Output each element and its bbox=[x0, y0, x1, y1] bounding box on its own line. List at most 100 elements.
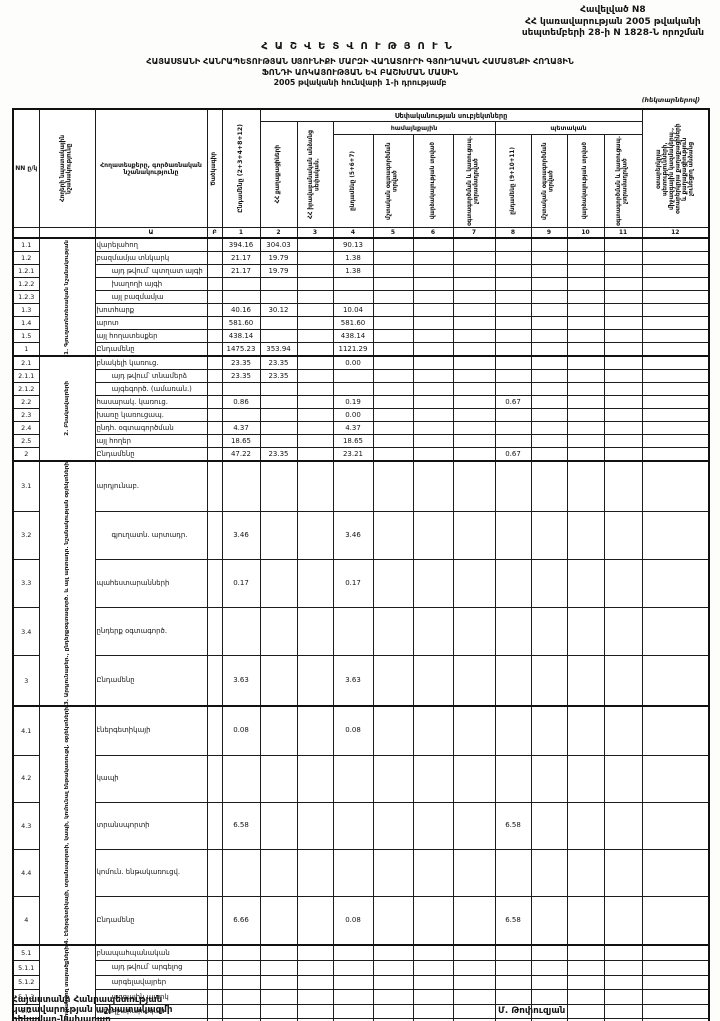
value-cell bbox=[641, 895, 710, 946]
value-cell bbox=[641, 960, 710, 976]
value-cell bbox=[603, 705, 643, 756]
value-cell: 47.22 bbox=[221, 447, 261, 462]
value-cell bbox=[566, 277, 605, 291]
value-cell bbox=[332, 290, 374, 304]
row-number-cell: 3.1 bbox=[12, 459, 40, 512]
section-label-cell: 1. Գյուղատնտեսական նշանակության bbox=[38, 237, 96, 357]
value-cell bbox=[296, 251, 334, 265]
value-cell: 0.86 bbox=[221, 395, 261, 409]
value-cell bbox=[452, 290, 496, 304]
value-cell bbox=[641, 447, 710, 462]
row-label-cell: այլ հողատեսքեր bbox=[94, 329, 208, 343]
value-cell bbox=[412, 895, 454, 946]
value-cell bbox=[412, 974, 454, 991]
row-number-cell: 4.2 bbox=[12, 754, 40, 803]
table-row: 5.3հանգստի bbox=[12, 1018, 710, 1021]
row-label-cell: կոմուն. ենթակառուցվ. bbox=[94, 848, 208, 897]
table-row: 3.2 գյուղատն. արտադր. 3.46 3.46 bbox=[12, 510, 710, 560]
value-cell: 3.63 bbox=[221, 655, 261, 707]
value-cell bbox=[259, 754, 298, 803]
table-row: 1.2.1 այդ թվում՝ պտղատ այգի 21.17 19.79 1.38 bbox=[12, 264, 710, 278]
value-cell bbox=[259, 974, 298, 991]
table-row: 3 Ընդամենը 3.63 3.63 bbox=[12, 655, 710, 707]
column-number-cell: 4 bbox=[332, 227, 374, 239]
signature-title-block: Հայաստանի Հանրապետության կառավարության ա… bbox=[12, 995, 173, 1021]
value-cell bbox=[530, 264, 568, 278]
code-cell bbox=[206, 277, 223, 291]
value-cell bbox=[641, 801, 710, 850]
value-cell bbox=[296, 607, 334, 657]
value-cell bbox=[566, 510, 605, 560]
col-header-citizens: ՀՀ քաղաքացիների bbox=[259, 121, 298, 228]
value-cell: 1.38 bbox=[332, 264, 374, 278]
code-cell bbox=[206, 974, 223, 991]
table-row: 1.2.2 խաղողի այգի bbox=[12, 277, 710, 291]
row-number-cell: 1.2 bbox=[12, 251, 40, 265]
value-cell bbox=[452, 705, 496, 756]
code-cell bbox=[206, 237, 223, 252]
value-cell bbox=[603, 316, 643, 330]
value-cell bbox=[603, 447, 643, 462]
value-cell bbox=[372, 895, 414, 946]
value-cell bbox=[566, 237, 605, 252]
value-cell: 23.35 bbox=[259, 369, 298, 383]
row-label-cell: վարելահող bbox=[94, 237, 208, 252]
value-cell bbox=[372, 447, 414, 462]
value-cell bbox=[372, 989, 414, 1005]
row-label-cell: Ընդամենը bbox=[94, 655, 208, 707]
value-cell bbox=[530, 801, 568, 850]
value-cell bbox=[603, 421, 643, 435]
value-cell bbox=[530, 848, 568, 897]
value-cell bbox=[530, 607, 568, 657]
table-row: 2.1.2 այգեգործ. (ամառան.) bbox=[12, 382, 710, 396]
value-cell: 0.08 bbox=[332, 895, 374, 946]
value-cell bbox=[603, 655, 643, 707]
value-cell bbox=[641, 705, 710, 756]
value-cell: 3.46 bbox=[332, 510, 374, 560]
code-cell bbox=[206, 342, 223, 357]
value-cell bbox=[530, 989, 568, 1005]
section-label-cell: 2. Բնակավայրերի bbox=[38, 355, 96, 462]
value-cell bbox=[494, 264, 532, 278]
value-cell bbox=[566, 974, 605, 991]
value-cell: 0.67 bbox=[494, 447, 532, 462]
value-cell bbox=[412, 277, 454, 291]
value-cell bbox=[259, 316, 298, 330]
value-cell bbox=[603, 408, 643, 422]
value-cell: 0.19 bbox=[332, 395, 374, 409]
value-cell bbox=[221, 459, 261, 512]
title-line-1: ՀԱՅԱՍՏԱՆԻ ՀԱՆՐԱՊԵՏՈՒԹՅԱՆ ՍՅՈՒՆԻՔԻ ՄԱՐԶԻ … bbox=[146, 56, 574, 66]
value-cell bbox=[530, 974, 568, 991]
value-cell bbox=[494, 705, 532, 756]
value-cell bbox=[494, 754, 532, 803]
value-cell bbox=[641, 944, 710, 962]
value-cell bbox=[372, 558, 414, 609]
value-cell bbox=[641, 342, 710, 357]
value-cell bbox=[372, 290, 414, 304]
value-cell bbox=[566, 705, 605, 756]
column-number-cell: 10 bbox=[566, 227, 605, 239]
value-cell bbox=[221, 1003, 261, 1020]
value-cell bbox=[494, 989, 532, 1005]
value-cell bbox=[566, 944, 605, 962]
value-cell bbox=[641, 459, 710, 512]
value-cell bbox=[412, 421, 454, 435]
table-row: 1.5 այլ հողատեսքեր 438.14 438.14 bbox=[12, 329, 710, 343]
value-cell bbox=[372, 369, 414, 383]
value-cell bbox=[259, 655, 298, 707]
value-cell bbox=[530, 382, 568, 396]
value-cell bbox=[641, 408, 710, 422]
table-row: 2.2 հասարակ. կառուց. 0.86 0.19 0.67 bbox=[12, 395, 710, 409]
value-cell bbox=[603, 510, 643, 560]
value-cell bbox=[452, 277, 496, 291]
table-row: 4.2 կապի bbox=[12, 754, 710, 803]
value-cell bbox=[412, 434, 454, 448]
value-cell bbox=[530, 705, 568, 756]
value-cell bbox=[494, 408, 532, 422]
value-cell bbox=[412, 382, 454, 396]
value-cell bbox=[412, 316, 454, 330]
value-cell bbox=[566, 369, 605, 383]
value-cell bbox=[641, 237, 710, 252]
value-cell bbox=[603, 329, 643, 343]
